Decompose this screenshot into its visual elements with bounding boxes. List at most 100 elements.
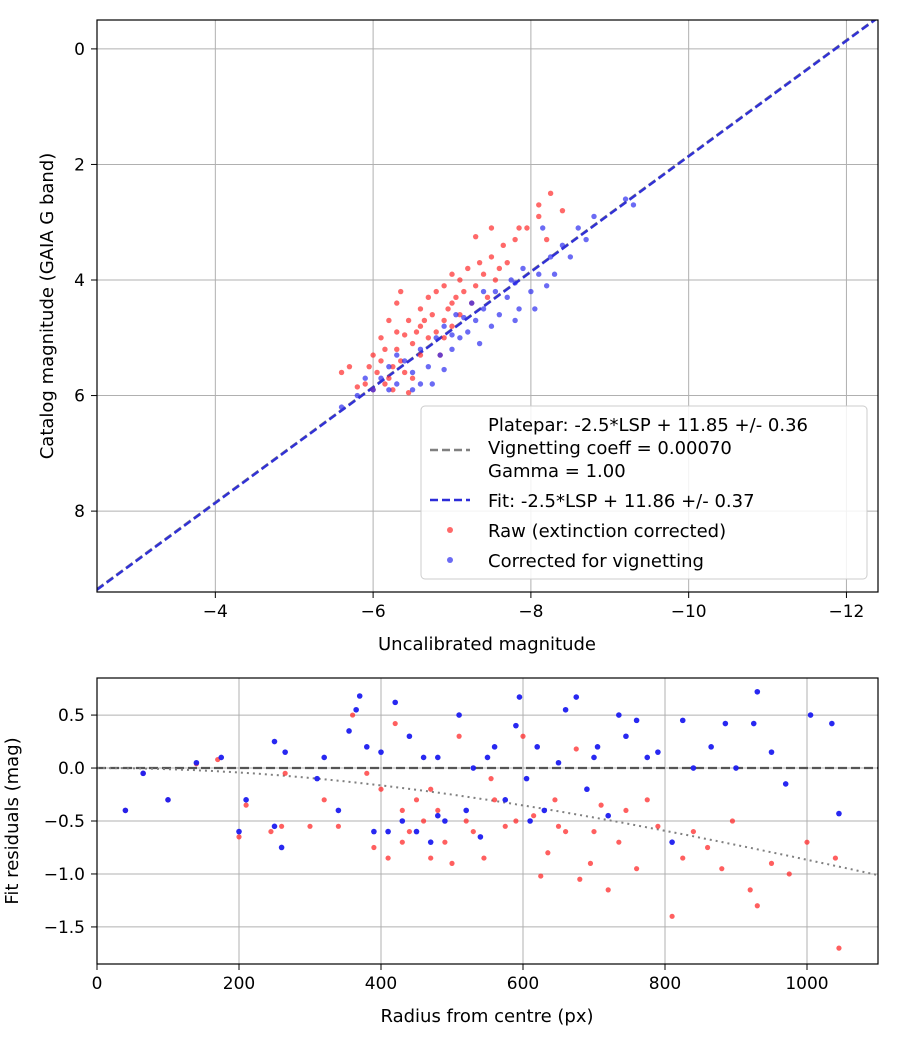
raw-point [484, 294, 491, 301]
raw-residual-point [644, 797, 650, 803]
residuals-plot: 0 200 400 600 800 1000 0.5 0.0 −0.5 −1.0 −1.5 Radi… [2, 677, 879, 1027]
corrected-residual-point [456, 712, 462, 718]
corrected-point [370, 387, 376, 393]
raw-residual-point [573, 746, 579, 752]
corrected-residual-point [679, 717, 686, 724]
legend-platepar-line3: Gamma = 1.00 [488, 461, 626, 482]
raw-point [405, 389, 412, 396]
raw-point [386, 317, 392, 324]
top-x-tick-label: −4 [203, 602, 228, 622]
corrected-residual-point [733, 765, 739, 771]
raw-point [409, 375, 416, 381]
corrected-point [354, 392, 361, 399]
raw-residual-point [563, 828, 569, 835]
raw-point [417, 352, 424, 358]
raw-point [472, 233, 479, 240]
raw-residual-point [552, 797, 558, 803]
raw-point [516, 225, 522, 231]
corrected-point [536, 271, 542, 277]
corrected-point [362, 375, 368, 381]
corrected-point [492, 288, 499, 295]
raw-point [398, 358, 404, 364]
raw-point [449, 271, 455, 277]
corrected-point [441, 366, 447, 373]
corrected-residual-point [442, 818, 448, 824]
raw-point [409, 340, 416, 347]
corrected-point [425, 363, 432, 370]
bottom-x-tick-label: 800 [649, 974, 681, 994]
corrected-residual-point [591, 754, 597, 761]
corrected-point [496, 311, 503, 318]
corrected-residual-point [392, 699, 399, 706]
raw-residual-point [690, 828, 697, 835]
corrected-residual-point [140, 770, 146, 777]
corrected-residual-point [829, 720, 835, 727]
corrected-residual-point [193, 759, 200, 766]
raw-point [536, 213, 542, 220]
raw-point [445, 306, 451, 312]
corrected-residual-point [527, 818, 533, 824]
bottom-x-tick-label: 400 [365, 974, 397, 994]
raw-residual-point [719, 866, 725, 872]
corrected-residual-point [314, 775, 320, 782]
corrected-residual-point [364, 744, 370, 750]
corrected-residual-point [406, 733, 413, 740]
bottom-x-tick-label: 1000 [785, 974, 828, 994]
corrected-residual-point [271, 823, 278, 830]
raw-point [476, 259, 483, 266]
raw-residual-point [669, 913, 675, 919]
raw-residual-point [378, 786, 384, 792]
corrected-point [378, 375, 384, 381]
raw-point [390, 363, 396, 370]
raw-residual-point [555, 823, 562, 829]
legend-raw-label: Raw (extinction corrected) [488, 521, 726, 542]
raw-point [536, 202, 542, 208]
corrected-residual-point [555, 759, 562, 766]
corrected-point [480, 306, 487, 312]
corrected-residual-point [371, 828, 377, 835]
corrected-point [394, 352, 400, 358]
corrected-point [461, 314, 467, 321]
corrected-residual-point [413, 828, 420, 835]
raw-point [457, 277, 463, 283]
raw-residual-point [364, 770, 370, 776]
raw-residual-point [406, 828, 412, 835]
top-x-tick-label: −10 [671, 602, 707, 622]
corrected-residual-point [655, 749, 661, 755]
legend-box [420, 405, 868, 580]
raw-point [394, 300, 400, 306]
raw-residual-point [655, 823, 661, 829]
corrected-residual-point [484, 754, 491, 761]
raw-point [433, 329, 439, 335]
raw-residual-point [705, 844, 711, 851]
raw-residual-point [768, 860, 775, 866]
raw-residual-point [836, 945, 842, 951]
raw-residual-point [513, 818, 519, 824]
raw-residual-point [804, 839, 810, 845]
raw-point [425, 335, 432, 341]
corrected-residual-point [669, 839, 675, 845]
raw-point [386, 375, 392, 381]
raw-residual-point [463, 818, 469, 824]
corrected-point [338, 404, 345, 410]
corrected-point [488, 323, 495, 329]
corrected-residual-point [708, 744, 714, 750]
raw-residual-point [634, 866, 640, 872]
corrected-residual-point [463, 807, 470, 814]
raw-point [496, 265, 503, 272]
raw-point [500, 242, 506, 249]
raw-residual-point [282, 770, 288, 776]
corrected-residual-point [346, 728, 352, 734]
raw-point [449, 300, 455, 306]
top-y-tick-label: 2 [74, 155, 85, 175]
corrected-point [472, 317, 479, 324]
corrected-residual-point [750, 720, 757, 727]
bottom-y-axis-label: Fit residuals (mag) [2, 737, 23, 904]
corrected-residual-point [435, 812, 441, 819]
raw-point [441, 317, 447, 324]
corrected-residual-point [523, 775, 530, 782]
raw-residual-point [605, 887, 611, 893]
raw-residual-point [786, 871, 792, 877]
corrected-point [591, 213, 597, 220]
